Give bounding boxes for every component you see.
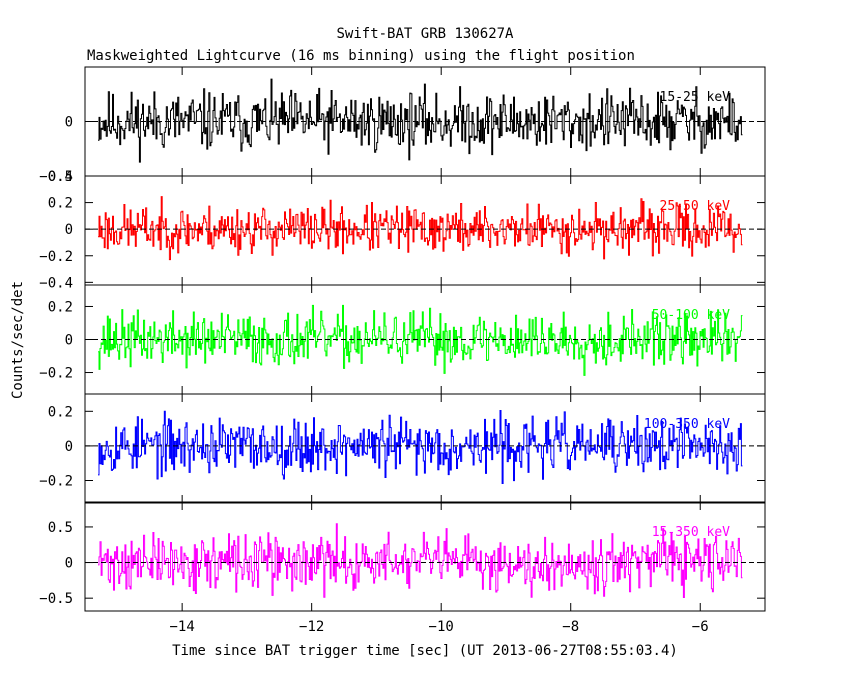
panel-2: −0.4 −0.2 0 0.2 0.4 25-50 keV bbox=[39, 169, 766, 291]
panel-4: −0.2 0 0.2 100-350 keV bbox=[39, 393, 766, 504]
chart-subtitle: Maskweighted Lightcurve (16 ms binning) … bbox=[87, 48, 635, 64]
x-tick-label-4: −6 bbox=[692, 619, 709, 635]
band-label-1: 15-25 keV bbox=[660, 90, 731, 105]
panel-frame-5 bbox=[84, 501, 766, 612]
x-tick-label-1: −12 bbox=[299, 619, 324, 635]
series-line-5 bbox=[98, 523, 743, 598]
y-tick-label-3-2: 0.2 bbox=[48, 299, 73, 315]
series-line-1 bbox=[98, 78, 743, 163]
y-tick-label-1-0: −0.5 bbox=[39, 169, 73, 185]
panel-1: −0.5 0 15-25 keV bbox=[39, 66, 766, 185]
y-tick-label-2-1: −0.2 bbox=[39, 249, 73, 265]
series-line-2 bbox=[98, 196, 743, 261]
panel-5: −0.5 0 0.5 15-350 keV bbox=[39, 501, 766, 612]
x-tick-label-3: −8 bbox=[562, 619, 579, 635]
band-label-2: 25-50 keV bbox=[660, 199, 731, 214]
panel-frame-4 bbox=[84, 393, 766, 504]
y-tick-label-5-1: 0 bbox=[65, 556, 73, 572]
y-tick-label-1-1: 0 bbox=[65, 115, 73, 131]
y-tick-label-4-1: 0 bbox=[65, 439, 73, 455]
band-label-3: 50-100 keV bbox=[652, 308, 730, 323]
series-line-3 bbox=[98, 304, 743, 376]
y-tick-label-5-0: −0.5 bbox=[39, 591, 73, 607]
y-tick-label-3-1: 0 bbox=[65, 333, 73, 349]
y-tick-label-2-0: −0.4 bbox=[39, 275, 73, 291]
y-tick-label-2-2: 0 bbox=[65, 222, 73, 238]
band-label-5: 15-350 keV bbox=[652, 525, 730, 540]
y-tick-label-4-0: −0.2 bbox=[39, 474, 73, 490]
y-tick-label-2-4: 0.4 bbox=[48, 169, 73, 185]
series-line-4 bbox=[98, 410, 743, 484]
chart-title: Swift-BAT GRB 130627A bbox=[336, 26, 514, 42]
y-tick-label-4-2: 0.2 bbox=[48, 404, 73, 420]
y-tick-label-5-2: 0.5 bbox=[48, 520, 73, 536]
y-axis-label: Counts/sec/det bbox=[10, 281, 26, 399]
panel-3: −0.2 0 0.2 50-100 keV bbox=[39, 284, 766, 395]
band-label-4: 100-350 keV bbox=[644, 417, 730, 432]
x-tick-label-2: −10 bbox=[429, 619, 454, 635]
x-axis-label: Time since BAT trigger time [sec] (UT 20… bbox=[172, 643, 678, 659]
y-tick-label-3-0: −0.2 bbox=[39, 366, 73, 382]
y-tick-label-2-3: 0.2 bbox=[48, 196, 73, 212]
x-tick-label-0: −14 bbox=[169, 619, 194, 635]
